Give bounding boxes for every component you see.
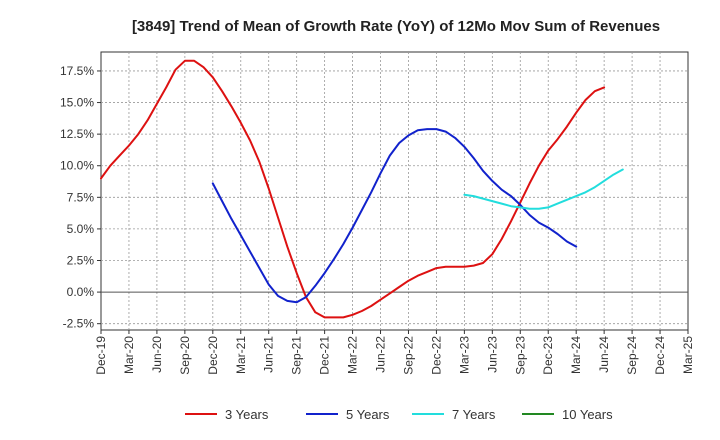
x-tick-label: Sep-22 (401, 336, 415, 375)
x-tick-label: Mar-24 (569, 336, 583, 374)
x-tick-label: Jun-20 (150, 336, 164, 373)
legend-label: 3 Years (225, 407, 269, 422)
legend-label: 10 Years (562, 407, 613, 422)
x-tick-label: Dec-20 (206, 336, 220, 375)
y-tick-label: 10.0% (60, 159, 94, 173)
x-tick-label: Mar-21 (234, 336, 248, 374)
y-tick-label: 2.5% (67, 254, 95, 268)
series-lines (100, 59, 624, 319)
plot-area (100, 51, 689, 331)
series-line-7-years (463, 168, 624, 210)
x-tick-label: Mar-20 (122, 336, 136, 374)
y-tick-label: -2.5% (63, 317, 95, 331)
x-tick-label: Sep-21 (290, 336, 304, 375)
x-tick-label: Mar-23 (457, 336, 471, 374)
plot-frame (100, 51, 689, 331)
y-axis: -2.5% 0.0% 2.5% 5.0% 7.5% 10.0% 12.5% 15.0% 17.5… (60, 64, 101, 331)
x-tick-label: Jun-23 (485, 336, 499, 373)
x-tick-label: Mar-25 (681, 336, 695, 374)
x-tick-label: Sep-24 (625, 336, 639, 375)
y-tick-label: 5.0% (67, 222, 95, 236)
x-tick-label: Sep-20 (178, 336, 192, 375)
x-tick-label: Dec-19 (94, 336, 108, 375)
x-tick-label: Jun-22 (374, 336, 388, 373)
x-tick-label: Jun-21 (262, 336, 276, 373)
legend-label: 5 Years (346, 407, 390, 422)
x-tick-label: Sep-23 (513, 336, 527, 375)
y-tick-label: 0.0% (67, 285, 95, 299)
x-tick-label: Jun-24 (597, 336, 611, 373)
chart-title: [3849] Trend of Mean of Growth Rate (YoY… (132, 18, 660, 35)
series-line-5-years (211, 128, 578, 304)
series-line-3-years (100, 59, 606, 319)
x-tick-label: Mar-22 (346, 336, 360, 374)
x-tick-label: Dec-24 (653, 336, 667, 375)
x-axis: Dec-19 Mar-20 Jun-20 Sep-20 Dec-20 Mar-21 Jun-… (94, 330, 695, 375)
x-tick-label: Dec-23 (541, 336, 555, 375)
y-tick-label: 7.5% (67, 190, 95, 204)
y-tick-label: 15.0% (60, 96, 94, 110)
x-tick-label: Dec-22 (429, 336, 443, 375)
legend-label: 7 Years (452, 407, 496, 422)
legend: 3 Years 5 Years 7 Years 10 Years (185, 407, 613, 422)
y-tick-label: 17.5% (60, 64, 94, 78)
x-tick-label: Dec-21 (318, 336, 332, 375)
y-tick-label: 12.5% (60, 127, 94, 141)
grid (101, 52, 688, 330)
